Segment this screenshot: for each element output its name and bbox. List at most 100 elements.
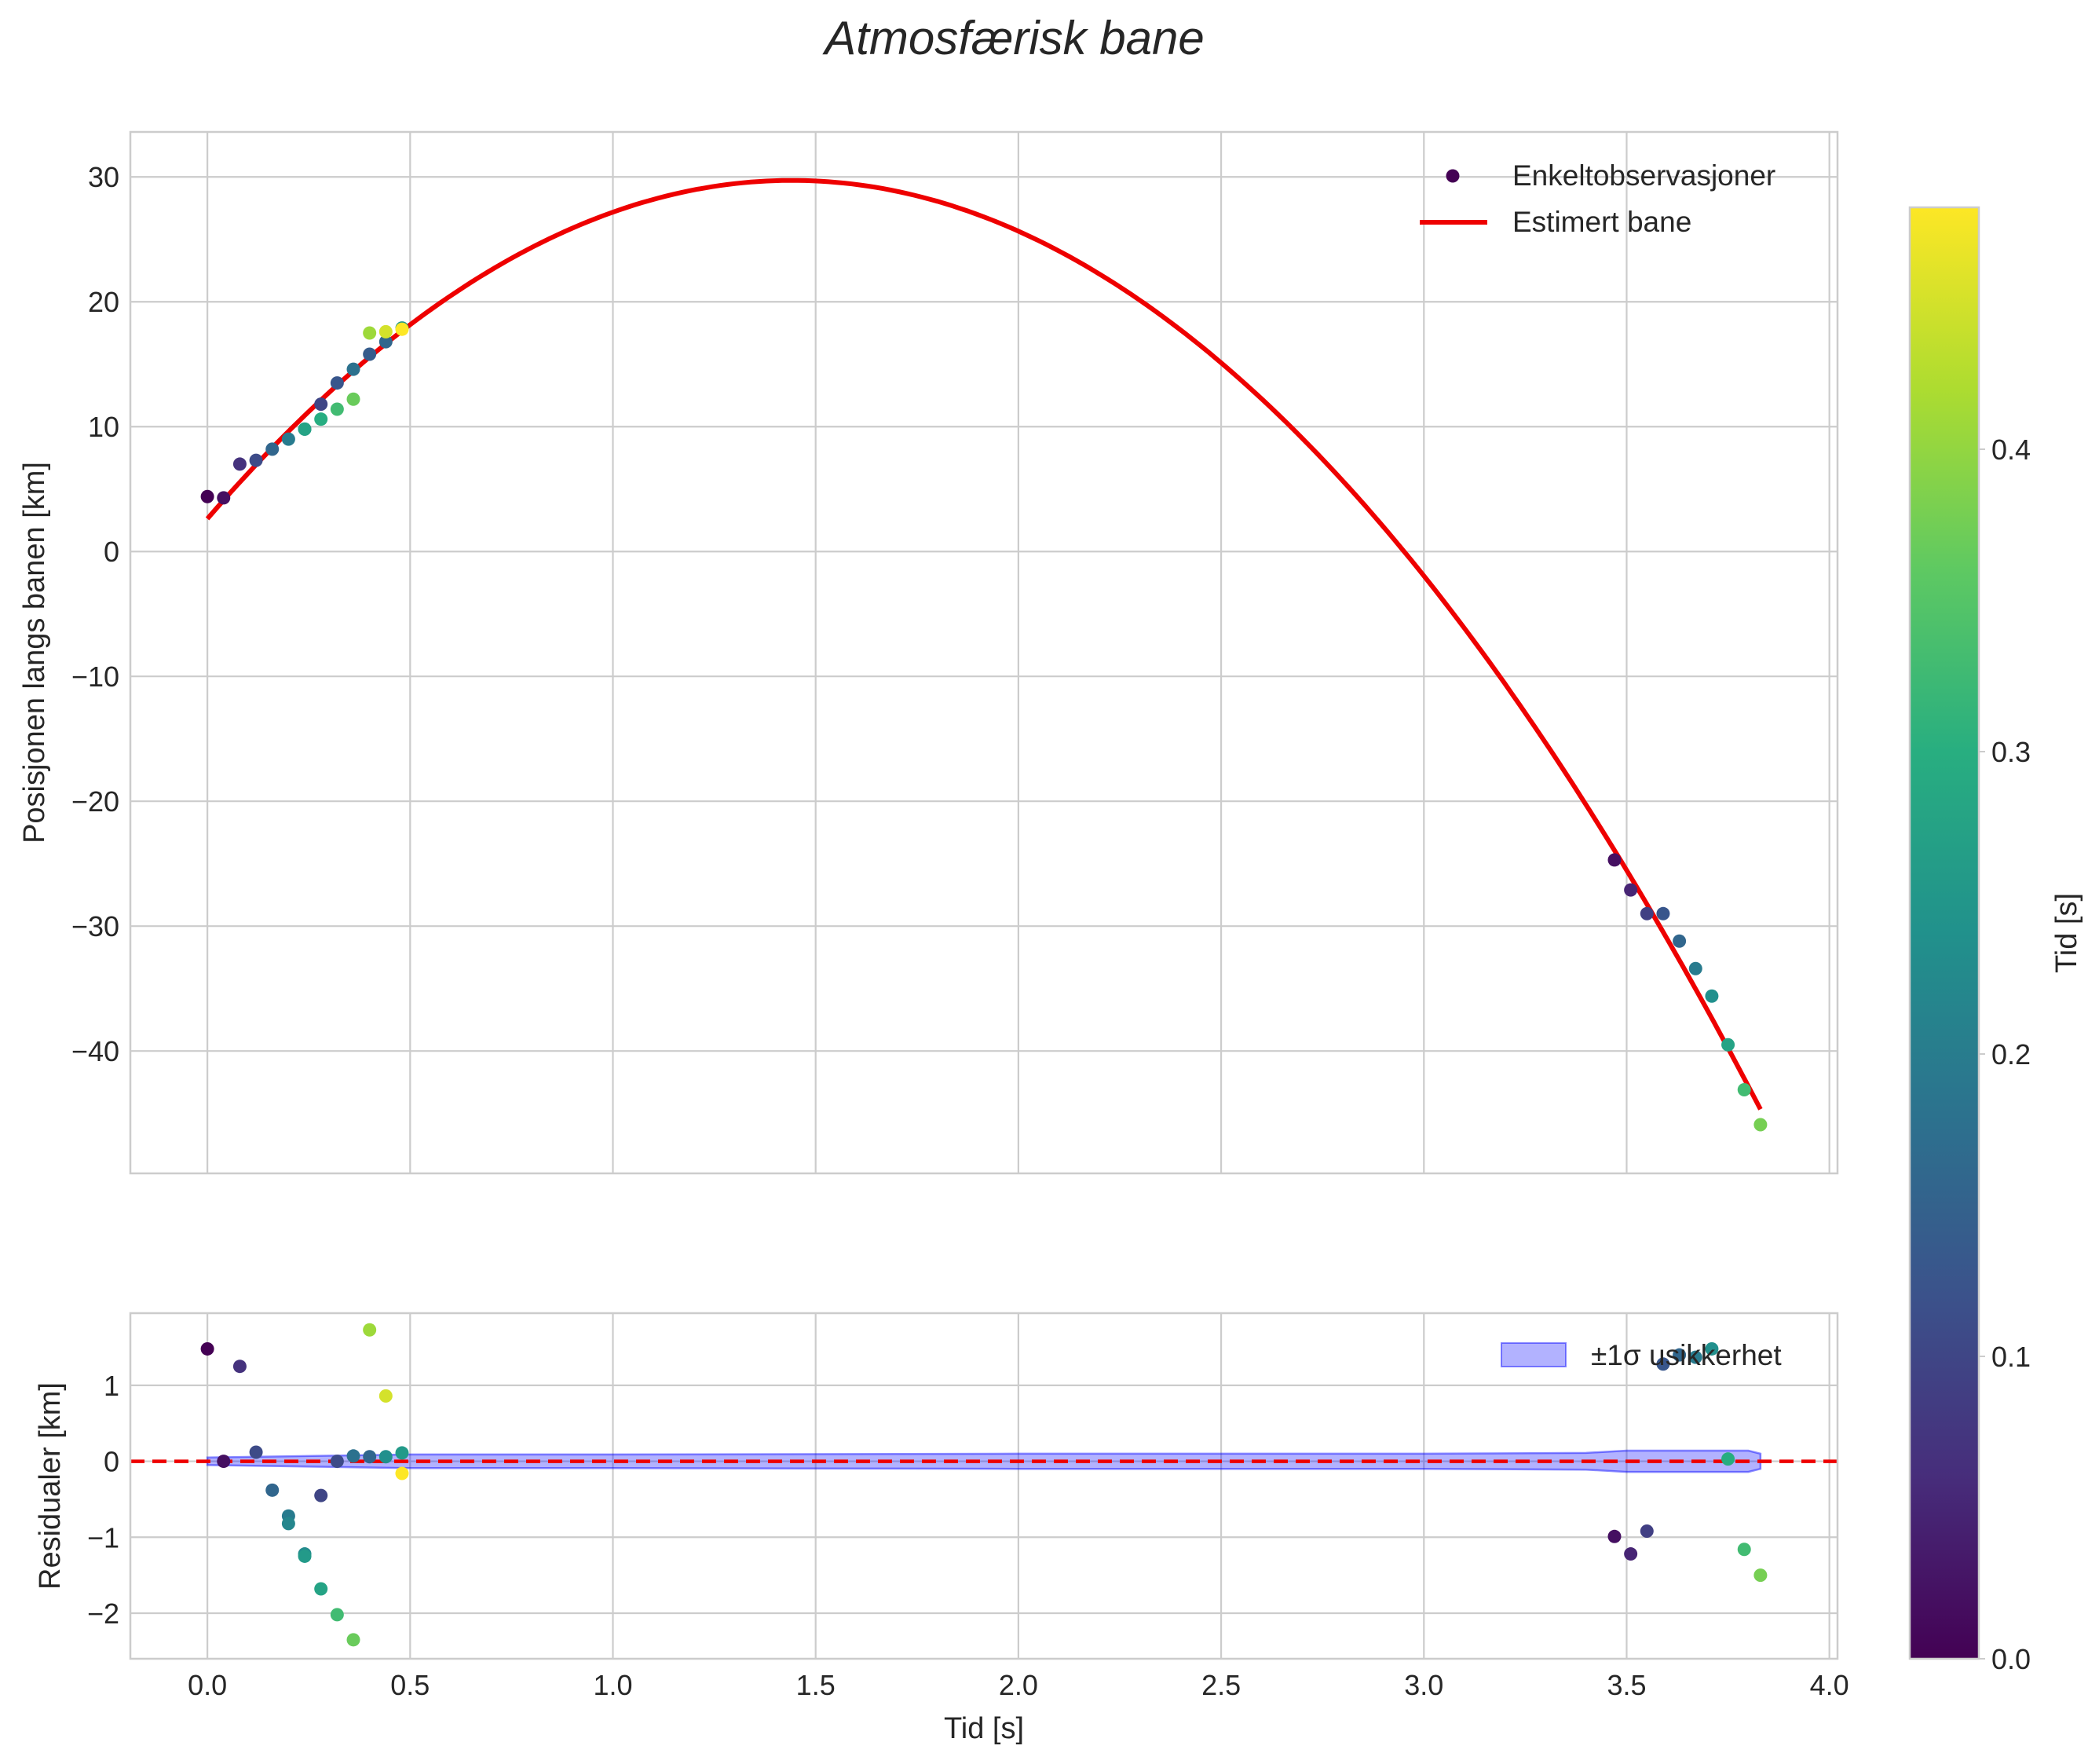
bottom-y-tick-labels: 1 0 −1 −2 [87,1370,119,1630]
bottom-y-tick-label: −2 [87,1597,119,1630]
residual-point [1607,1529,1622,1543]
residual-point [330,1455,344,1469]
top-axes-frame [129,130,1839,1175]
bottom-y-axis-label: Residualer [km] [34,1382,67,1590]
legend-marker-observations [1446,169,1460,183]
x-tick-label: 1.5 [796,1669,836,1701]
bottom-y-tick-label: −1 [87,1521,119,1554]
residual-point [346,1449,360,1463]
observation-point [1721,1038,1735,1052]
bottom-panel: 1 0 −1 −2 0.0 0.5 1.0 1.5 2.0 2.5 3.0 3.5 4.0 Resid… [34,1312,1849,1745]
observation-point [363,326,377,340]
x-tick-label: 2.0 [999,1669,1038,1701]
residual-point [314,1488,328,1502]
observation-point [217,491,231,505]
x-tick-label: 3.0 [1404,1669,1443,1701]
residual-point [395,1466,409,1480]
uncertainty-band [206,1449,1762,1473]
top-y-tick-label: −40 [71,1035,119,1067]
residual-point [346,1633,360,1647]
top-y-tick-label: −20 [71,785,119,818]
x-tick-label: 1.0 [593,1669,632,1701]
observation-point [378,324,393,339]
residual-point [1656,1357,1670,1371]
observation-point [1656,906,1670,920]
residual-point [232,1360,247,1374]
bottom-grid [130,1313,1838,1659]
observation-point [298,422,312,436]
bottom-legend: ±1σ usikkerhet [1501,1339,1782,1371]
top-y-tick-label: −30 [71,910,119,942]
observation-point [249,453,263,467]
bottom-axes-frame [129,1312,1839,1660]
legend-label-observations: Enkeltobservasjoner [1512,159,1775,192]
colorbar-tick-label: 0.4 [1991,434,2031,466]
top-line-layer [205,177,1763,1111]
residual-point [1688,1350,1702,1364]
top-grid [130,132,1838,1173]
residual-point [1753,1568,1768,1583]
residual-point [395,1446,409,1460]
observation-point [346,362,360,376]
observation-point [346,392,360,406]
residual-point [1640,1524,1654,1539]
observation-point [281,432,295,446]
top-y-tick-label: −10 [71,661,119,693]
top-y-axis-label: Posisjonen langs banen [km] [18,462,51,844]
residual-point [265,1483,280,1497]
top-y-tick-label: 0 [104,536,119,568]
residual-point [1705,1341,1719,1356]
residual-point [378,1450,393,1464]
x-axis-label: Tid [s] [944,1712,1024,1745]
x-tick-label: 0.5 [390,1669,430,1701]
observation-point [232,457,247,471]
observation-point [265,442,280,456]
colorbar-tick-label: 0.3 [1991,736,2031,768]
colorbar-tick-label: 0.0 [1991,1643,2031,1675]
residual-point [249,1445,263,1459]
residual-point [281,1517,295,1531]
residual-point [1721,1452,1735,1466]
colorbar-tick-label: 0.2 [1991,1038,2031,1070]
colorbar-gradient [1910,207,1979,1659]
legend-label-estimated: Estimert bane [1512,206,1691,238]
top-legend: Enkeltobservasjoner Estimert bane [1420,159,1775,238]
observation-point [1624,883,1638,897]
residual-point [314,1582,328,1596]
bottom-y-tick-label: 1 [104,1370,119,1402]
colorbar-tick-labels: 0.0 0.1 0.2 0.3 0.4 [1979,434,2031,1675]
observation-point [1688,961,1702,975]
colorbar: 0.0 0.1 0.2 0.3 0.4 Tid [s] [1908,206,2083,1675]
bottom-points-layer [200,1323,1768,1647]
observation-point [363,347,377,361]
observation-point [330,376,344,390]
top-y-tick-label: 20 [88,286,119,318]
observation-point [330,402,344,416]
observation-point [1737,1082,1751,1096]
observation-point [395,322,409,336]
colorbar-frame [1908,206,1980,1660]
observation-point [200,489,214,503]
bottom-band-layer [206,1449,1762,1473]
top-y-tick-label: 10 [88,411,119,443]
observation-point [1705,989,1719,1003]
top-y-tick-labels: 30 20 10 0 −10 −20 −30 −40 [71,161,119,1067]
observation-point [378,335,393,349]
residual-point [298,1549,312,1563]
bottom-y-tick-label: 0 [104,1446,119,1478]
x-tick-label: 0.0 [188,1669,227,1701]
residual-point [330,1608,344,1622]
estimated-trajectory-line [205,177,1763,1111]
top-panel: 30 20 10 0 −10 −20 −30 −40 Posisjonen langs ban… [18,130,1839,1175]
bottom-x-tick-labels: 0.0 0.5 1.0 1.5 2.0 2.5 3.0 3.5 4.0 [188,1669,1849,1701]
x-tick-label: 3.5 [1607,1669,1646,1701]
residual-point [363,1450,377,1464]
observation-point [1640,906,1654,920]
top-points-layer [200,321,1768,1132]
residual-point [217,1455,231,1469]
residual-point [1737,1543,1751,1557]
observation-point [1673,934,1687,948]
observation-point [1753,1118,1768,1132]
legend-marker-band [1501,1342,1567,1367]
